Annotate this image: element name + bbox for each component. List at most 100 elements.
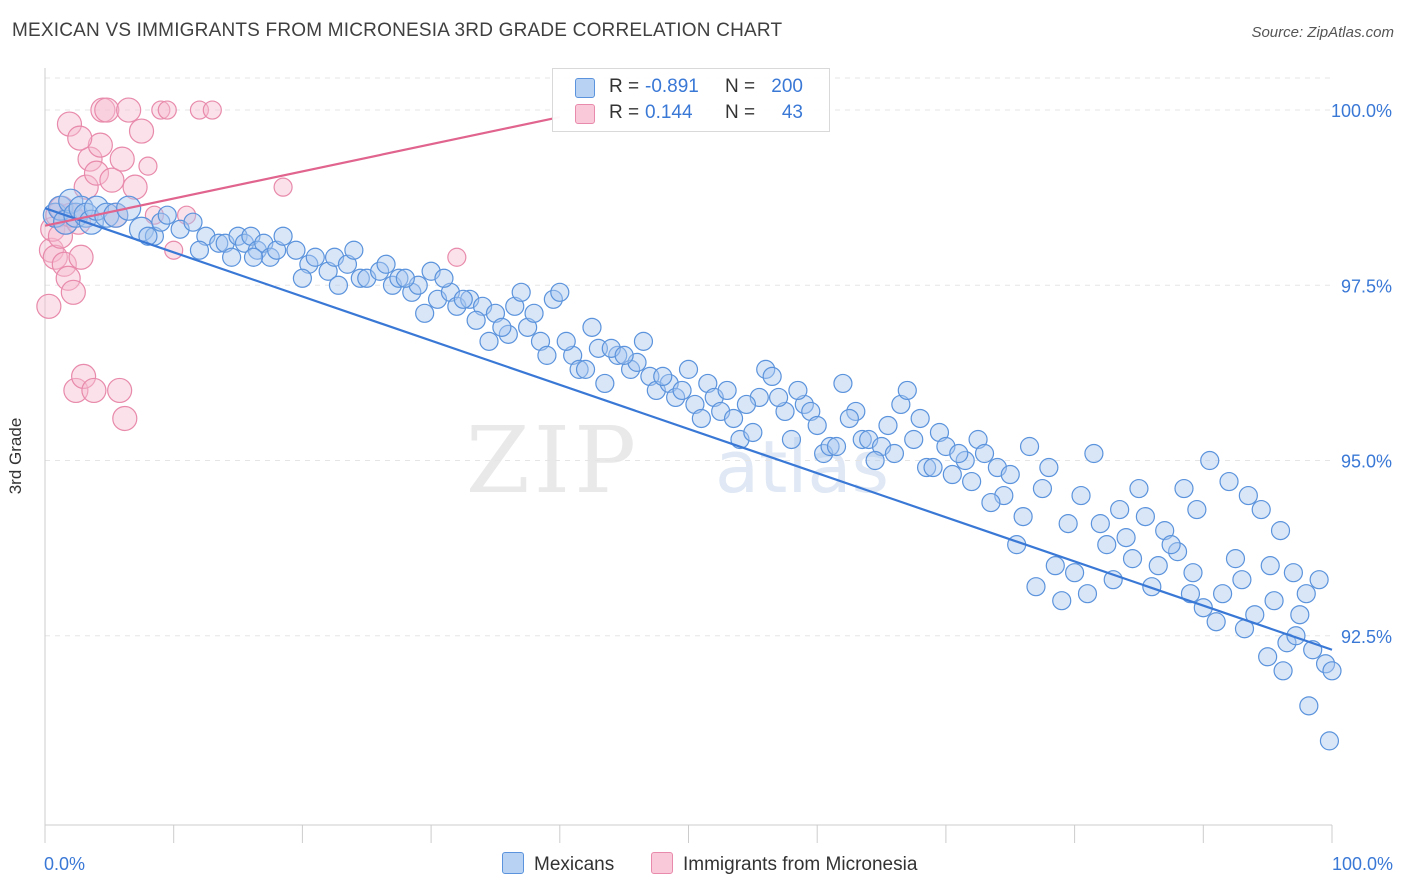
data-point xyxy=(273,226,293,246)
data-point xyxy=(83,160,110,186)
data-point xyxy=(518,317,538,337)
data-point xyxy=(929,422,950,443)
legend-n-value: 43 xyxy=(781,102,803,123)
data-point xyxy=(94,97,120,123)
trend-lines xyxy=(44,115,1333,651)
data-point xyxy=(122,174,148,200)
data-point xyxy=(736,394,757,415)
data-point xyxy=(116,97,142,123)
trend-line-mexicans xyxy=(44,207,1333,651)
trend-line-micronesia xyxy=(44,115,561,227)
data-point xyxy=(775,401,795,422)
data-point xyxy=(128,118,155,144)
data-point xyxy=(852,429,872,450)
legend-r-value: 0.144 xyxy=(645,102,693,123)
data-point xyxy=(202,100,222,120)
legend-r-label: R = xyxy=(609,76,640,97)
data-point xyxy=(1142,577,1162,597)
data-point xyxy=(1116,528,1136,548)
data-point xyxy=(1045,556,1065,576)
data-point xyxy=(530,331,551,351)
data-point xyxy=(807,415,827,436)
data-point xyxy=(904,429,924,450)
data-point xyxy=(1135,506,1155,527)
data-point xyxy=(273,177,293,197)
data-point xyxy=(1097,535,1117,555)
data-point xyxy=(942,464,962,485)
data-point xyxy=(1319,731,1340,751)
data-point xyxy=(537,345,557,365)
data-point xyxy=(949,443,969,464)
data-point xyxy=(974,443,995,464)
data-point xyxy=(614,345,634,365)
data-point xyxy=(267,240,287,260)
data-point xyxy=(1260,556,1280,576)
data-point xyxy=(1183,563,1203,583)
data-point xyxy=(1206,612,1226,632)
data-point xyxy=(87,132,113,158)
data-point xyxy=(723,408,744,429)
data-point xyxy=(1251,499,1271,520)
data-point xyxy=(415,303,435,323)
data-point xyxy=(60,279,86,305)
data-point xyxy=(1296,584,1316,604)
data-point xyxy=(1238,485,1258,506)
data-point xyxy=(466,310,486,330)
data-point xyxy=(685,394,705,415)
data-point xyxy=(781,429,802,450)
data-point xyxy=(511,282,531,302)
data-point xyxy=(762,366,782,387)
data-point xyxy=(318,261,338,281)
data-point xyxy=(109,146,135,172)
data-point xyxy=(1155,521,1175,541)
data-point xyxy=(1019,436,1040,457)
data-point xyxy=(1064,563,1085,583)
data-point xyxy=(1273,661,1293,681)
data-point xyxy=(492,317,512,337)
data-point xyxy=(81,377,107,404)
data-point xyxy=(563,345,583,365)
data-point xyxy=(376,254,396,274)
data-point xyxy=(305,247,325,267)
data-point xyxy=(743,422,763,443)
data-point xyxy=(968,429,988,450)
legend-swatch-pink xyxy=(575,104,595,124)
data-point xyxy=(916,457,937,478)
data-point xyxy=(820,436,840,457)
data-point xyxy=(1122,549,1143,569)
chart-title: MEXICAN VS IMMIGRANTS FROM MICRONESIA 3R… xyxy=(12,20,783,41)
data-point xyxy=(189,240,210,260)
data-point xyxy=(1084,443,1104,464)
tick-labels: 92.5% 95.0% 97.5% 100.0% 0.0% 100.0% xyxy=(44,101,1393,874)
data-point xyxy=(788,380,808,401)
data-point xyxy=(107,377,133,404)
legend-swatch-pink xyxy=(651,852,673,874)
data-point xyxy=(1290,605,1310,625)
data-point xyxy=(1174,478,1194,499)
data-point xyxy=(1071,485,1091,506)
source-credit: Source: ZipAtlas.com xyxy=(1251,24,1394,41)
data-point xyxy=(1000,464,1020,485)
data-point xyxy=(884,443,905,464)
data-point xyxy=(1026,577,1046,597)
legend-item-micronesia[interactable]: Immigrants from Micronesia xyxy=(651,852,917,878)
data-point xyxy=(350,268,370,288)
data-point xyxy=(1180,584,1201,604)
data-point xyxy=(71,363,97,390)
legend-r-value: -0.891 xyxy=(645,76,699,97)
data-point xyxy=(878,415,898,436)
data-point xyxy=(447,247,467,267)
data-point xyxy=(1200,450,1220,471)
data-point xyxy=(222,247,242,267)
legend-item-mexicans[interactable]: Mexicans xyxy=(502,852,614,878)
legend-label-micronesia: Immigrants from Micronesia xyxy=(683,854,918,875)
data-point xyxy=(981,492,1001,513)
data-point xyxy=(1270,521,1291,541)
data-point xyxy=(1219,471,1239,492)
data-point xyxy=(67,125,93,151)
series-legend: Mexicans Immigrants from Micronesia xyxy=(0,852,1406,878)
data-point xyxy=(1309,570,1329,590)
data-point xyxy=(344,240,364,260)
data-point xyxy=(575,359,596,379)
data-point xyxy=(209,233,229,253)
